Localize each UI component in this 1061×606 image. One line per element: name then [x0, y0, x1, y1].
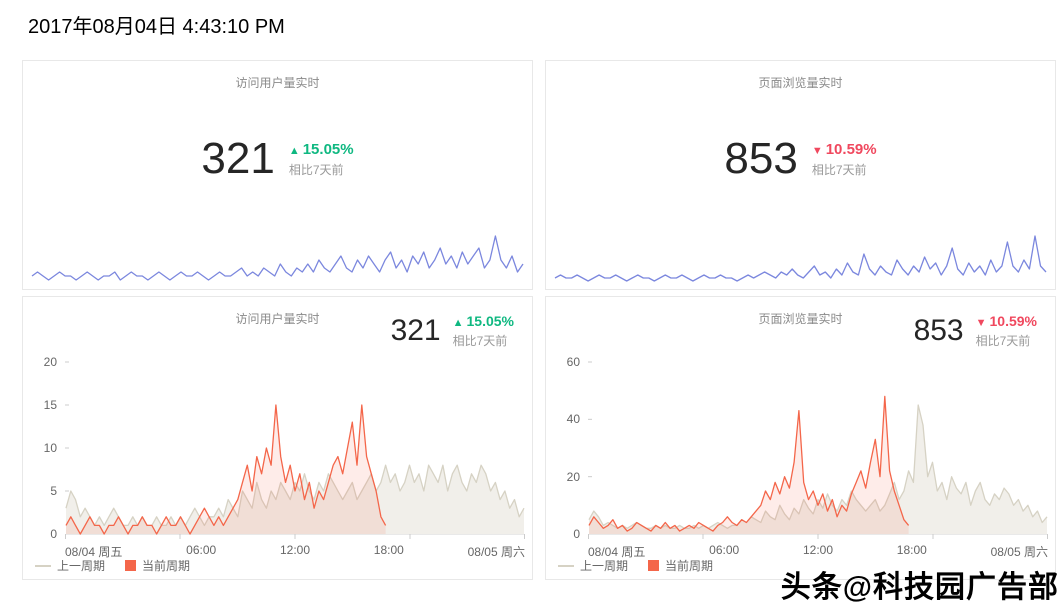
- dashboard-grid: 访问用户量实时 321 ▲ 15.05% 相比7天前 页面浏览量实时 853 ▼ 1…: [22, 60, 1056, 580]
- pageviews-stat-corner: 853 ▼ 10.59% 相比7天前: [914, 313, 1037, 349]
- pageviews-value: 853: [913, 314, 964, 347]
- visitors-sparkline-chart: [31, 235, 524, 281]
- pageviews-sparkline-chart: [554, 235, 1047, 282]
- visitors-realtime-panel: 访问用户量实时 321 ▲ 15.05% 相比7天前: [22, 60, 533, 290]
- legend-current-label: 当前周期: [665, 559, 714, 573]
- visitors-delta-block: ▲ 15.05% 相比7天前: [289, 141, 354, 178]
- x-tick-label: 06:00: [186, 543, 217, 557]
- legend-current[interactable]: 当前周期: [125, 557, 190, 574]
- pageviews-compare-chart: [588, 357, 1048, 541]
- pageviews-compare-panel: 页面浏览量实时 853 ▼ 10.59% 相比7天前 0 20 40 60 08/04 …: [545, 296, 1056, 580]
- visitors-value: 321: [201, 134, 275, 183]
- compare-label: 相比7天前: [811, 162, 867, 177]
- y-tick-label: 40: [566, 412, 580, 427]
- panel-title: 访问用户量实时: [235, 312, 320, 326]
- down-arrow-icon: ▼: [811, 144, 823, 157]
- legend-prev-label: 上一周期: [580, 559, 629, 573]
- chart-legend: 上一周期 当前周期: [558, 557, 713, 574]
- legend-current[interactable]: 当前周期: [648, 557, 713, 574]
- y-tick-label: 5: [50, 484, 57, 498]
- y-axis: 0 5 10 15 20: [31, 355, 65, 541]
- visitors-delta-block: ▲ 15.05% 相比7天前: [453, 313, 514, 349]
- y-tick-label: 10: [43, 441, 57, 455]
- pageviews-delta: ▼ 10.59%: [976, 313, 1037, 329]
- pageviews-stat: 853 ▼ 10.59% 相比7天前: [546, 137, 1055, 181]
- current-period-swatch-icon: [648, 560, 660, 571]
- x-tick-label: 08/05 周六: [467, 545, 525, 559]
- legend-current-label: 当前周期: [142, 559, 191, 573]
- y-tick-label: 0: [50, 527, 57, 541]
- x-tick-label: 08/04 周五: [65, 545, 123, 559]
- prev-period-line-icon: [558, 564, 574, 567]
- pageviews-delta-block: ▼ 10.59% 相比7天前: [976, 313, 1037, 349]
- visitors-delta: ▲ 15.05%: [453, 313, 514, 329]
- delta-percent: 10.59%: [989, 313, 1037, 329]
- delta-percent: 15.05%: [466, 313, 514, 329]
- visitors-stat-corner: 321 ▲ 15.05% 相比7天前: [391, 313, 514, 349]
- pageviews-delta-block: ▼ 10.59% 相比7天前: [812, 141, 877, 178]
- legend-prev[interactable]: 上一周期: [558, 557, 628, 574]
- y-tick-label: 60: [566, 355, 580, 369]
- panel-title: 页面浏览量实时: [758, 312, 843, 326]
- visitors-value: 321: [390, 314, 441, 347]
- up-arrow-icon: ▲: [288, 144, 300, 157]
- x-axis: 08/04 周五 06:00 12:00 18:00 08/05 周六: [65, 543, 525, 560]
- y-tick-label: 0: [573, 527, 580, 541]
- x-tick-label: 18:00: [896, 543, 927, 557]
- visitors-delta: ▲ 15.05%: [289, 141, 354, 158]
- x-tick-label: 12:00: [279, 543, 310, 557]
- y-tick-label: 15: [43, 398, 57, 412]
- delta-percent: 15.05%: [302, 140, 354, 158]
- visitors-compare-panel: 访问用户量实时 321 ▲ 15.05% 相比7天前 0 5 10 15 20 08/04…: [22, 296, 533, 580]
- up-arrow-icon: ▲: [452, 317, 464, 329]
- x-tick-label: 12:00: [802, 543, 833, 557]
- panel-title: 页面浏览量实时: [758, 76, 843, 90]
- pageviews-chart-area: 0 20 40 60: [554, 355, 1048, 541]
- visitors-chart-area: 0 5 10 15 20: [31, 355, 525, 541]
- chart-legend: 上一周期 当前周期: [35, 557, 190, 574]
- panel-title: 访问用户量实时: [235, 76, 320, 90]
- compare-label: 相比7天前: [288, 162, 344, 177]
- current-period-swatch-icon: [125, 560, 137, 571]
- y-axis: 0 20 40 60: [554, 355, 588, 541]
- x-tick-label: 18:00: [373, 543, 404, 557]
- visitors-stat: 321 ▲ 15.05% 相比7天前: [23, 137, 532, 181]
- page-timestamp: 2017年08月04日 4:43:10 PM: [28, 16, 285, 38]
- x-axis: 08/04 周五 06:00 12:00 18:00 08/05 周六: [588, 543, 1048, 560]
- watermark: 头条@科技园广告部: [780, 571, 1059, 604]
- x-tick-label: 08/04 周五: [588, 545, 646, 559]
- compare-label: 相比7天前: [452, 334, 508, 348]
- pageviews-delta: ▼ 10.59%: [812, 141, 877, 158]
- x-tick-label: 08/05 周六: [990, 545, 1048, 559]
- pageviews-realtime-panel: 页面浏览量实时 853 ▼ 10.59% 相比7天前: [545, 60, 1056, 290]
- prev-period-line-icon: [35, 564, 51, 567]
- legend-prev-label: 上一周期: [57, 559, 106, 573]
- pageviews-value: 853: [724, 134, 798, 183]
- delta-percent: 10.59%: [825, 140, 877, 158]
- visitors-compare-chart: [65, 357, 525, 541]
- compare-label: 相比7天前: [975, 334, 1031, 348]
- x-tick-label: 06:00: [709, 543, 740, 557]
- y-tick-label: 20: [43, 355, 57, 369]
- legend-prev[interactable]: 上一周期: [35, 557, 105, 574]
- y-tick-label: 20: [566, 469, 580, 484]
- down-arrow-icon: ▼: [975, 317, 987, 329]
